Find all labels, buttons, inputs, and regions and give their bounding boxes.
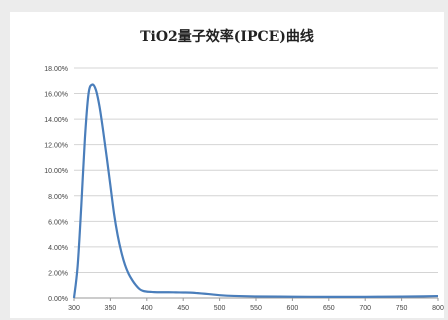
- x-tick-label: 500: [214, 305, 226, 312]
- x-tick-label: 650: [323, 305, 335, 312]
- y-tick-label: 18.00%: [44, 66, 68, 73]
- x-tick-label: 800: [432, 305, 444, 312]
- chart-svg: 0.00% 2.00% 4.00% 6.00% 8.00% 10.00% 12.00% 14.…: [44, 66, 444, 312]
- y-tick-label: 16.00%: [44, 92, 68, 99]
- x-tick-label: 700: [359, 305, 371, 312]
- y-tick-label: 8.00%: [48, 194, 68, 201]
- y-tick-label: 4.00%: [48, 245, 68, 252]
- x-tick-label: 750: [396, 305, 408, 312]
- x-tick-label: 600: [287, 305, 299, 312]
- x-tick-label: 350: [105, 305, 117, 312]
- chart-area: TiO2量子效率(IPCE)曲线 0.00% 2.00% 4.00% 6.00% 8.0…: [10, 12, 444, 318]
- y-tick-label: 6.00%: [48, 219, 68, 226]
- x-tick-label: 300: [68, 305, 80, 312]
- series-line: [72, 83, 439, 299]
- y-tick-label: 14.00%: [44, 117, 68, 124]
- y-tick-label: 10.00%: [44, 168, 68, 175]
- x-tick-label: 450: [177, 305, 189, 312]
- x-tick-label: 400: [141, 305, 153, 312]
- y-tick-label: 12.00%: [44, 143, 68, 150]
- chart-title: TiO2量子效率(IPCE)曲线: [140, 29, 314, 45]
- x-tick-label: 550: [250, 305, 262, 312]
- y-tick-label: 0.00%: [48, 296, 68, 303]
- y-tick-label: 2.00%: [48, 270, 68, 277]
